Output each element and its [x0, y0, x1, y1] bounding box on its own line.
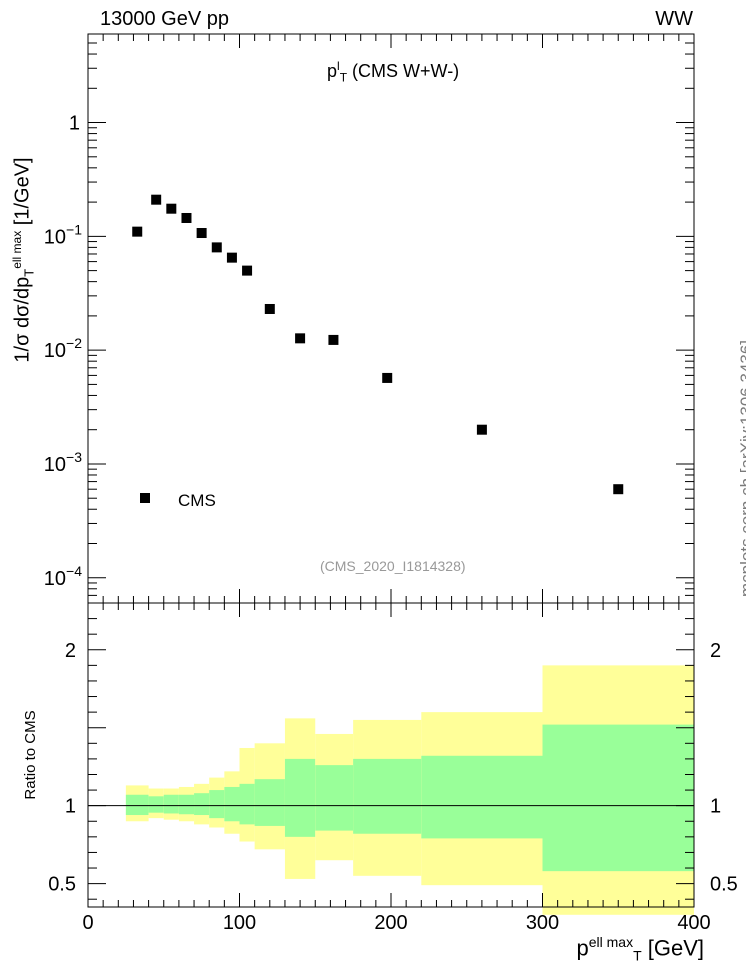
- data-points: [132, 194, 624, 495]
- data-point-13: [613, 484, 624, 495]
- plot-title-rest: (CMS W+W-): [347, 61, 460, 81]
- inner-band-bin-12: [421, 755, 543, 839]
- plot-title: plT (CMS W+W-): [327, 60, 459, 84]
- inner-band-bin-10: [315, 765, 354, 831]
- data-point-8: [264, 303, 275, 314]
- side-label: mcplots.cern.ch [arXiv:1306.3436]: [737, 339, 746, 597]
- inner-band-bin-0: [125, 794, 149, 816]
- inner-band-bin-7: [239, 783, 255, 825]
- x-axis-label-sup: ell max: [588, 934, 634, 950]
- x-tick-label-0: 0: [82, 912, 93, 934]
- data-point-5: [211, 242, 222, 253]
- inner-band-bin-8: [254, 779, 285, 826]
- inner-band-bin-2: [163, 794, 179, 814]
- data-point-12: [476, 424, 487, 435]
- x-axis-label-unit: [GeV]: [641, 935, 704, 961]
- ratio-panel-ticks: [87, 602, 695, 907]
- x-axis-label-text: p: [576, 935, 589, 961]
- y-axis-label-text: 1/σ dσ/dp: [11, 276, 34, 363]
- data-point-2: [166, 203, 177, 214]
- ratio-ytick-label-left-2: 2: [65, 640, 76, 662]
- y-axis-label-sup: ell max: [10, 230, 24, 269]
- y-tick-label-4: 1: [69, 113, 80, 135]
- inner-band-bin-4: [194, 793, 210, 816]
- legend-entry-cms: CMS: [178, 491, 216, 510]
- data-point-11: [382, 372, 393, 383]
- data-point-9: [295, 333, 306, 344]
- x-tick-label-200: 200: [374, 912, 407, 934]
- x-tick-label-300: 300: [526, 912, 559, 934]
- ratio-ytick-label-right-1: 1: [710, 796, 721, 818]
- y-tick-label-3: 10−1: [44, 221, 82, 248]
- main-frame-rect: [87, 33, 695, 604]
- data-point-3: [181, 212, 192, 223]
- data-point-1: [151, 194, 162, 205]
- plot-title-sub: T: [339, 70, 348, 85]
- ratio-ytick-label-left-1: 1: [65, 796, 76, 818]
- data-point-6: [226, 252, 237, 263]
- ratio-ytick-label-right-0.5: 0.5: [710, 874, 738, 896]
- inner-band-bin-5: [209, 790, 225, 819]
- process-label: WW: [655, 8, 693, 30]
- legend-marker-cms: [140, 493, 150, 503]
- y-axis-label-unit: [1/GeV]: [11, 157, 34, 231]
- data-point-4: [196, 228, 207, 239]
- data-point-10: [328, 334, 339, 345]
- x-tick-label-100: 100: [223, 912, 256, 934]
- data-point-0: [132, 226, 143, 237]
- ratio-ytick-label-right-2: 2: [710, 640, 721, 662]
- data-point-7: [242, 265, 253, 276]
- tick-labels: 0 100 200 300 400 10−4 10−3 10−2 10−1 1 0.5 0.5 1 1 2 2: [44, 113, 738, 934]
- y-tick-label-0: 10−4: [44, 563, 82, 590]
- inner-band-bin-3: [178, 794, 195, 815]
- inner-band-bin-6: [224, 786, 240, 822]
- inner-band-bin-13: [542, 724, 694, 872]
- y-tick-label-2: 10−2: [44, 335, 82, 362]
- analysis-label: (CMS_2020_I1814328): [320, 558, 466, 574]
- plot-title-sup: l: [337, 59, 340, 73]
- inner-band-bin-11: [353, 758, 422, 834]
- legend: [140, 493, 150, 503]
- x-axis-label-sub: T: [633, 947, 642, 964]
- main-panel-frame: [87, 33, 695, 604]
- energy-label: 13000 GeV pp: [100, 8, 229, 30]
- plot-title-main: p: [327, 61, 338, 81]
- inner-band-bin-1: [148, 796, 164, 813]
- inner-band-bin-9: [284, 758, 316, 837]
- ratio-bands: [88, 665, 694, 915]
- y-tick-label-1: 10−3: [44, 449, 82, 476]
- ratio-axis-label: Ratio to CMS: [22, 710, 39, 800]
- y-axis-label-sub: T: [21, 268, 37, 277]
- ratio-ytick-label-left-0.5: 0.5: [48, 874, 76, 896]
- main-panel-ticks: [87, 33, 695, 604]
- x-axis-label: pell maxT [GeV]: [576, 935, 704, 963]
- y-axis-label-main: 1/σ dσ/dpTell max [1/GeV]: [10, 157, 37, 362]
- x-tick-label-400: 400: [677, 912, 710, 934]
